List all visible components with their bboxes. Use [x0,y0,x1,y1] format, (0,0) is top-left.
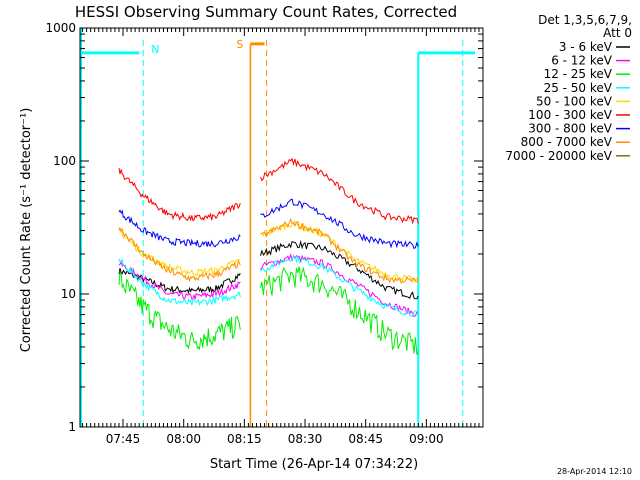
legend-header-1: Det 1,3,5,6,7,9, [538,13,632,27]
x-tick-label: 08:30 [288,432,323,446]
legend-entry-label: 12 - 25 keV [544,67,613,81]
legend-entry-label: 25 - 50 keV [544,81,613,95]
series-line [118,258,241,307]
series-line [260,255,419,318]
x-tick-label: 08:45 [348,432,383,446]
legend-entry-label: 50 - 100 keV [536,94,613,108]
series-line [118,267,241,295]
x-tick-label: 08:00 [166,432,201,446]
series-lines [118,157,419,355]
y-axis: 1 10 100 1000 [45,21,483,434]
x-tick-label: 07:45 [106,432,141,446]
x-tick-label: 08:15 [227,432,262,446]
series-line [118,227,241,277]
legend-entry-label: 3 - 6 keV [559,40,613,54]
saa-label: S [236,38,243,51]
y-tick-label: 1 [68,420,76,434]
series-line [118,226,241,283]
series-line [118,167,241,222]
footer-date: 28-Apr-2014 12:10 [557,467,632,476]
night-label: N [151,43,159,56]
y-tick-label: 100 [53,154,76,168]
series-line [260,252,419,318]
legend-entry-label: 300 - 800 keV [528,122,612,136]
plot-frame [79,27,484,428]
series-line [260,240,419,300]
series-line [260,157,419,225]
y-tick-label: 10 [61,287,76,301]
chart-title: HESSI Observing Summary Count Rates, Cor… [75,3,457,21]
series-line [118,270,241,350]
legend-entry-label: 7000 - 20000 keV [505,149,612,163]
legend-entry-label: 800 - 7000 keV [521,135,613,149]
x-tick-label: 09:00 [409,432,444,446]
legend-entry-label: 100 - 300 keV [528,108,612,122]
legend-header-2: Att 0 [603,26,632,40]
x-axis-label: Start Time (26-Apr-14 07:34:22) [210,457,418,472]
series-line [118,209,241,248]
x-axis: 07:45 08:00 08:15 08:30 08:45 09:00 [82,28,480,446]
series-line [260,266,419,355]
y-tick-label: 1000 [45,21,76,35]
series-line [260,198,419,250]
y-axis-label: Corrected Count Rate (s⁻¹ detector⁻¹) [19,108,34,353]
series-line [260,217,419,284]
legend-entry-label: 6 - 12 keV [551,54,613,68]
